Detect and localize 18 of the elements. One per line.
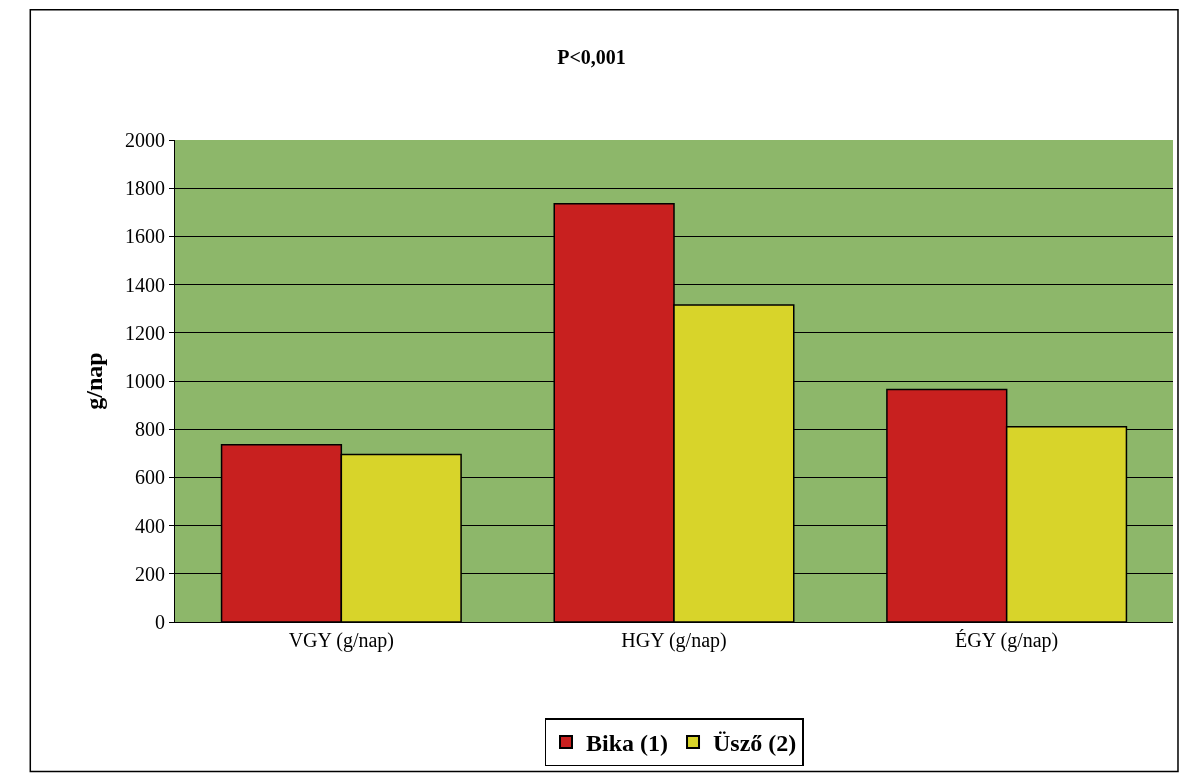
y-tick-label: 1800 [125, 177, 165, 200]
y-tick-label: 1400 [125, 273, 165, 296]
y-tick-label: 400 [135, 514, 165, 537]
legend-label: Bika (1) [586, 730, 669, 757]
y-tick-label: 800 [135, 418, 165, 441]
chart-title: P<0,001 [557, 46, 626, 69]
y-tick-label: 1200 [125, 321, 165, 344]
x-tick-label: HGY (g/nap) [621, 629, 727, 652]
legend-label: Üsző (2) [713, 730, 797, 757]
x-tick-label: ÉGY (g/nap) [955, 629, 1059, 652]
y-tick-label: 1000 [125, 370, 165, 392]
x-tick-label: VGY (g/nap) [288, 629, 394, 652]
y-axis-title: g/nap [81, 352, 108, 410]
y-tick-label: 600 [135, 466, 165, 489]
y-tick-label: 200 [135, 562, 165, 585]
y-tick-label: 2000 [125, 129, 165, 151]
y-tick-label: 1600 [125, 225, 165, 248]
y-tick-label: 0 [155, 611, 165, 633]
